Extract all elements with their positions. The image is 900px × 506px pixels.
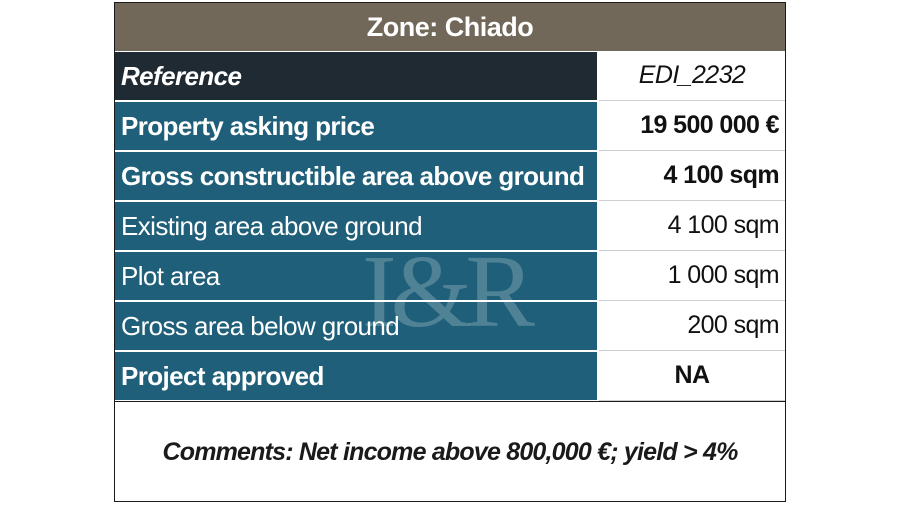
- row-value: 4 100 sqm: [599, 201, 785, 251]
- row-label: Reference: [115, 52, 599, 100]
- row-label: Gross constructible area above ground: [115, 152, 599, 200]
- row-gross-area-below-ground: Gross area below ground 200 sqm: [115, 301, 785, 351]
- row-reference: Reference EDI_2232: [115, 51, 785, 101]
- row-value: EDI_2232: [599, 51, 785, 101]
- row-value: NA: [599, 351, 785, 401]
- row-gross-constructible-area: Gross constructible area above ground 4 …: [115, 151, 785, 201]
- row-value: 200 sqm: [599, 301, 785, 351]
- row-value: 4 100 sqm: [599, 151, 785, 201]
- comments-text: Comments: Net income above 800,000 €; yi…: [115, 401, 785, 502]
- row-plot-area: Plot area 1 000 sqm: [115, 251, 785, 301]
- property-sheet: Zone: Chiado Reference EDI_2232 Property…: [114, 2, 786, 502]
- row-asking-price: Property asking price 19 500 000 €: [115, 101, 785, 151]
- row-existing-area: Existing area above ground 4 100 sqm: [115, 201, 785, 251]
- zone-title: Zone: Chiado: [115, 3, 785, 51]
- row-label: Plot area: [115, 252, 599, 300]
- row-project-approved: Project approved NA: [115, 351, 785, 401]
- row-value: 19 500 000 €: [599, 101, 785, 151]
- row-value: 1 000 sqm: [599, 251, 785, 301]
- row-label: Project approved: [115, 352, 599, 400]
- row-label: Existing area above ground: [115, 202, 599, 250]
- row-label: Property asking price: [115, 102, 599, 150]
- row-label: Gross area below ground: [115, 302, 599, 350]
